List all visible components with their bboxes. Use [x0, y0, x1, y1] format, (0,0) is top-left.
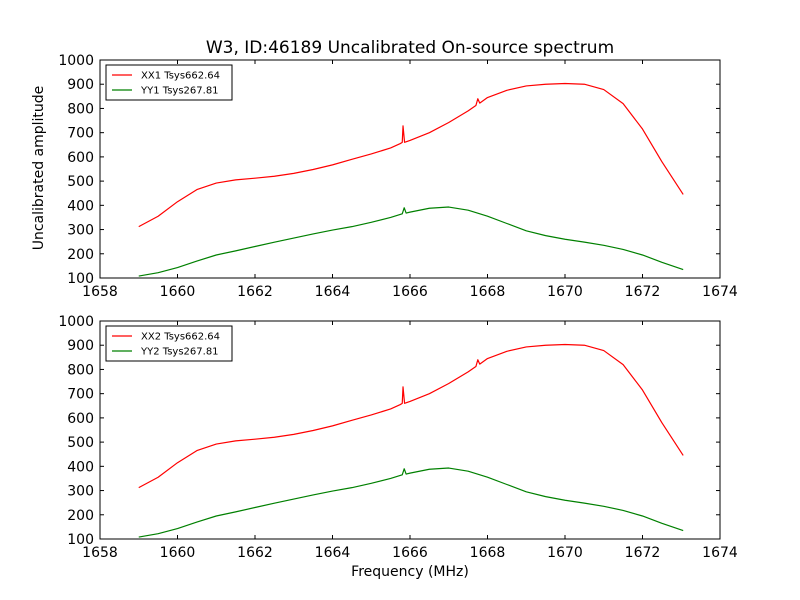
- plot-frame: [99, 59, 721, 279]
- x-tick-label: 1672: [625, 284, 661, 300]
- x-tick-label: 1666: [392, 545, 428, 561]
- y-tick-label: 400: [67, 198, 94, 214]
- y-tick-label: 200: [67, 508, 94, 524]
- y-tick-label: 1000: [58, 53, 94, 69]
- legend-label-2: YY1 Tsys267.81: [140, 86, 219, 97]
- legend: XX1 Tsys662.64 YY1 Tsys267.81: [105, 64, 233, 101]
- plot-frame: [99, 320, 721, 540]
- legend-label-1: XX2 Tsys662.64: [141, 332, 220, 343]
- y-tick-label: 800: [67, 101, 94, 117]
- y-tick-label: 500: [67, 435, 94, 451]
- y-tick-label: 500: [67, 174, 94, 190]
- legend-box: [105, 325, 233, 362]
- x-tick-label: 1658: [82, 284, 118, 300]
- x-tick-label: 1670: [547, 284, 583, 300]
- y-tick-label: 300: [67, 484, 94, 500]
- legend-label-1: XX1 Tsys662.64: [141, 71, 220, 82]
- y-tick-label: 600: [67, 411, 94, 427]
- x-axis-label: Frequency (MHz): [351, 564, 469, 580]
- y-tick-label: 200: [67, 247, 94, 263]
- x-tick-label: 1664: [315, 545, 351, 561]
- x-tick-label: 1668: [470, 545, 506, 561]
- series-line-1: [138, 343, 684, 489]
- x-tick-label: 1672: [625, 545, 661, 561]
- legend-box: [105, 64, 233, 101]
- y-tick-label: 100: [67, 271, 94, 287]
- series-line-1: [138, 82, 684, 228]
- chart-title: W3, ID:46189 Uncalibrated On-source spec…: [206, 38, 614, 58]
- x-tick-label: 1658: [82, 545, 118, 561]
- y-tick-label: 700: [67, 126, 94, 142]
- y-tick-label: 800: [67, 362, 94, 378]
- x-tick-label: 1674: [702, 284, 738, 300]
- y-tick-label: 700: [67, 387, 94, 403]
- legend: XX2 Tsys662.64 YY2 Tsys267.81: [105, 325, 233, 362]
- y-tick-label: 900: [67, 77, 94, 93]
- x-tick-label: 1664: [315, 284, 351, 300]
- x-tick-label: 1662: [237, 284, 273, 300]
- y-tick-label: 300: [67, 223, 94, 239]
- legend-label-2: YY2 Tsys267.81: [140, 347, 219, 358]
- y-tick-label: 900: [67, 338, 94, 354]
- y-tick-label: 100: [67, 532, 94, 548]
- plot-panel-2: 1658 1660 1662 1664 1666 1668 1670 1672 1674 100 2…: [58, 314, 738, 561]
- y-tick-label: 1000: [58, 314, 94, 330]
- series-line-2: [138, 206, 684, 277]
- x-tick-label: 1668: [470, 284, 506, 300]
- y-tick-label: 600: [67, 150, 94, 166]
- x-tick-label: 1660: [160, 284, 196, 300]
- x-tick-label: 1670: [547, 545, 583, 561]
- x-tick-label: 1666: [392, 284, 428, 300]
- series-line-2: [138, 467, 684, 538]
- x-tick-label: 1674: [702, 545, 738, 561]
- x-tick-label: 1660: [160, 545, 196, 561]
- y-tick-label: 400: [67, 459, 94, 475]
- plot-panel-1: 1658 1660 1662 1664 1666 1668 1670 1672 1674 100 2…: [58, 53, 738, 300]
- y-axis-label: Uncalibrated amplitude: [31, 86, 47, 251]
- x-tick-label: 1662: [237, 545, 273, 561]
